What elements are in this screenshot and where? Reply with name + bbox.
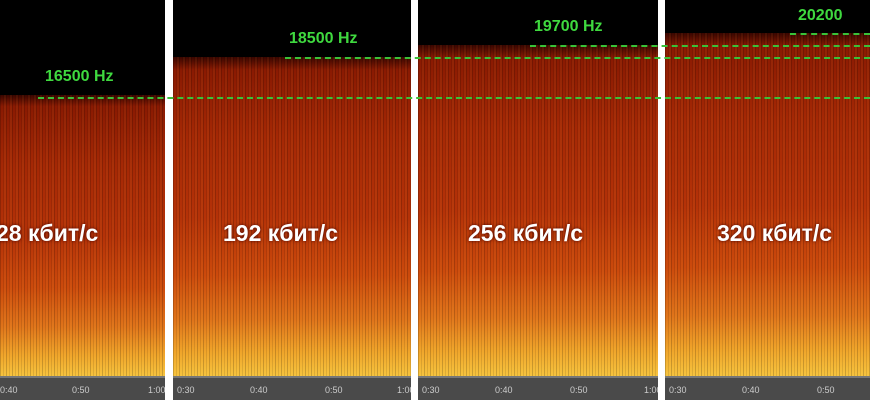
time-tick-label: 0:30 (177, 385, 195, 395)
spectrogram (665, 33, 870, 378)
spectrogram (173, 57, 411, 378)
time-tick-label: 0:30 (422, 385, 440, 395)
cutoff-line (285, 57, 870, 59)
cutoff-label: 19700 Hz (534, 18, 603, 35)
cutoff-line (790, 33, 870, 35)
spectrogram-panel: 0:30 0:40 0:50 320 кбит/с (665, 0, 870, 400)
time-tick-label: 0:40 (0, 385, 18, 395)
time-tick-label: 1:00 (397, 385, 411, 395)
time-tick-label: 1:00 (148, 385, 165, 395)
time-axis: 0:40 0:50 1:00 (0, 376, 165, 400)
cutoff-line (38, 97, 870, 99)
bitrate-label: 256 кбит/с (468, 220, 584, 246)
spectrogram (0, 95, 165, 378)
cutoff-label: 18500 Hz (289, 30, 358, 47)
bitrate-label: 320 кбит/с (717, 220, 833, 246)
cutoff-label: 20200 (798, 7, 843, 24)
cutoff-label: 16500 Hz (45, 68, 114, 85)
time-tick-label: 1:00 (644, 385, 658, 395)
time-tick-label: 0:50 (817, 385, 835, 395)
time-tick-label: 0:40 (742, 385, 760, 395)
bitrate-label: 192 кбит/с (223, 220, 339, 246)
time-tick-label: 0:40 (495, 385, 513, 395)
time-tick-label: 0:50 (570, 385, 588, 395)
bitrate-label: 28 кбит/с (0, 220, 99, 246)
spectrogram-panel: 0:30 0:40 0:50 1:00 256 кбит/с (418, 0, 658, 400)
time-tick-label: 0:50 (325, 385, 343, 395)
spectrogram-panel: 0:30 0:40 0:50 1:00 192 кбит/с (173, 0, 411, 400)
time-tick-label: 0:30 (669, 385, 687, 395)
time-axis: 0:30 0:40 0:50 1:00 (418, 376, 658, 400)
time-tick-label: 0:50 (72, 385, 90, 395)
cutoff-line (530, 45, 870, 47)
time-axis: 0:30 0:40 0:50 1:00 (173, 376, 411, 400)
time-tick-label: 0:40 (250, 385, 268, 395)
spectrogram-panel: 0:40 0:50 1:00 28 кбит/с (0, 0, 165, 400)
time-axis: 0:30 0:40 0:50 (665, 376, 870, 400)
spectrogram (418, 45, 658, 378)
